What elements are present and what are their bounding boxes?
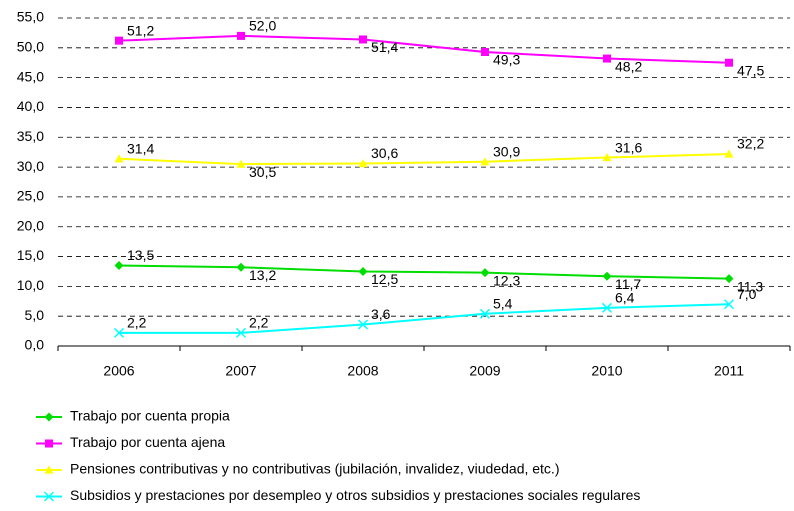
value-label: 12,5	[371, 271, 398, 287]
marker	[113, 327, 125, 338]
series-line	[118, 264, 730, 280]
marker	[725, 58, 733, 67]
value-label: 13,5	[127, 247, 154, 263]
x-tick-label: 2006	[103, 363, 134, 379]
y-tick-label: 5,0	[25, 307, 45, 323]
value-label: 30,5	[249, 164, 276, 180]
y-tick-label: 10,0	[17, 277, 44, 293]
value-label: 12,3	[493, 272, 520, 288]
x-tick-label: 2011	[714, 363, 744, 379]
value-label: 3,6	[371, 306, 391, 322]
value-label: 30,9	[493, 143, 520, 159]
x-tick-label: 2010	[591, 363, 622, 379]
marker	[602, 153, 612, 162]
series-line	[118, 152, 730, 166]
value-label: 51,2	[127, 22, 154, 38]
value-label: 52,0	[249, 18, 276, 34]
x-tick-label: 2008	[347, 363, 378, 379]
marker	[237, 31, 245, 40]
marker	[479, 308, 491, 319]
y-tick-label: 35,0	[17, 128, 44, 144]
value-label: 6,4	[615, 290, 635, 306]
y-tick-label: 40,0	[17, 98, 44, 114]
value-label: 2,2	[249, 315, 269, 331]
marker	[724, 149, 734, 158]
marker	[602, 271, 612, 281]
marker	[44, 412, 54, 422]
marker	[114, 154, 124, 163]
marker	[236, 262, 246, 272]
marker	[359, 35, 367, 44]
value-label: 31,6	[615, 139, 642, 155]
value-label: 51,4	[371, 39, 398, 55]
value-label: 32,2	[737, 136, 764, 152]
value-label: 11,3	[737, 278, 763, 294]
marker	[115, 36, 123, 45]
marker	[43, 491, 55, 502]
y-tick-label: 0,0	[25, 337, 45, 353]
value-label: 31,4	[127, 140, 154, 156]
marker	[601, 302, 613, 313]
series-line	[118, 34, 730, 64]
legend-label: Trabajo por cuenta ajena	[70, 434, 225, 450]
value-label: 47,5	[737, 62, 764, 78]
value-label: 48,2	[615, 58, 642, 74]
y-tick-label: 50,0	[17, 39, 44, 55]
value-label: 5,4	[493, 295, 513, 311]
marker	[724, 274, 734, 284]
marker	[44, 465, 54, 474]
value-label: 49,3	[493, 52, 520, 68]
marker	[236, 159, 246, 168]
marker	[357, 319, 369, 330]
marker	[603, 54, 611, 63]
marker	[481, 47, 489, 56]
value-label: 30,6	[371, 145, 398, 161]
marker	[358, 159, 368, 168]
x-tick-label: 2007	[225, 363, 256, 379]
y-tick-label: 15,0	[17, 247, 44, 263]
y-tick-label: 45,0	[17, 68, 44, 84]
marker	[358, 266, 368, 276]
value-label: 2,2	[127, 315, 147, 331]
legend-label: Trabajo por cuenta propia	[70, 408, 230, 424]
marker	[480, 268, 490, 278]
marker	[235, 327, 247, 338]
x-tick-label: 2009	[469, 363, 500, 379]
y-tick-label: 55,0	[17, 9, 44, 25]
value-label: 7,0	[737, 286, 757, 302]
legend-label: Subsidios y prestaciones por desempleo y…	[70, 487, 640, 503]
y-tick-label: 30,0	[17, 158, 44, 174]
marker	[723, 299, 735, 310]
value-label: 13,2	[249, 267, 276, 283]
legend-label: Pensiones contributivas y no contributiv…	[70, 461, 560, 477]
value-label: 11,7	[615, 276, 641, 292]
marker	[45, 439, 53, 448]
y-tick-label: 20,0	[17, 217, 44, 233]
marker	[480, 157, 490, 166]
y-tick-label: 25,0	[17, 188, 44, 204]
series-line	[119, 303, 730, 334]
marker	[114, 260, 124, 270]
